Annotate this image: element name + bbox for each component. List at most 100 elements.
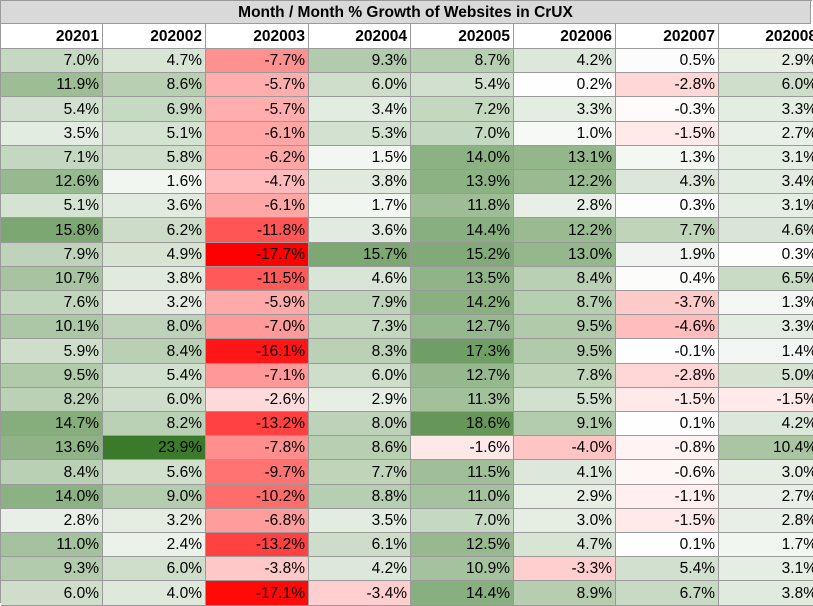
table-cell: 5.4%: [1, 97, 103, 122]
table-cell: 8.0%: [309, 412, 411, 436]
table-cell: 13.6%: [1, 436, 103, 460]
table-cell: 11.0%: [411, 485, 514, 509]
table-cell: 3.5%: [309, 509, 411, 533]
table-cell: 0.3%: [719, 243, 813, 267]
table-cell: 5.4%: [411, 73, 514, 97]
table-cell: 3.3%: [719, 315, 813, 339]
table-cell: 7.8%: [514, 364, 616, 388]
table-title: Month / Month % Growth of Websites in Cr…: [1, 1, 811, 24]
table-cell: 2.8%: [514, 194, 616, 218]
table-cell: 5.8%: [103, 146, 206, 170]
table-cell: 14.4%: [411, 218, 514, 243]
table-cell: 2.9%: [514, 485, 616, 509]
table-cell: 8.7%: [411, 49, 514, 73]
column-header-202006: 202006: [514, 24, 616, 49]
table-cell: 8.0%: [103, 315, 206, 339]
column-header-202008: 202008: [719, 24, 813, 49]
table-cell: 14.0%: [411, 146, 514, 170]
table-cell: 12.5%: [411, 533, 514, 557]
table-cell: 1.3%: [719, 291, 813, 315]
table-cell: 3.8%: [309, 170, 411, 194]
table-cell: 5.6%: [103, 460, 206, 485]
table-cell: 8.2%: [1, 388, 103, 412]
table-cell: 8.9%: [514, 581, 616, 606]
table-cell: 3.0%: [719, 460, 813, 485]
column-header-202002: 202002: [103, 24, 206, 49]
table-cell: -4.0%: [514, 436, 616, 460]
table-cell: -2.6%: [206, 388, 309, 412]
table-cell: 4.3%: [616, 170, 719, 194]
table-cell: 4.7%: [103, 49, 206, 73]
table-cell: 12.6%: [1, 170, 103, 194]
table-cell: 9.0%: [103, 485, 206, 509]
column-header-202007: 202007: [616, 24, 719, 49]
table-cell: -5.9%: [206, 291, 309, 315]
table-cell: -16.1%: [206, 339, 309, 364]
table-cell: 7.0%: [411, 509, 514, 533]
table-cell: 6.0%: [719, 73, 813, 97]
table-cell: 1.4%: [719, 339, 813, 364]
table-cell: 6.0%: [309, 73, 411, 97]
table-cell: 15.2%: [411, 243, 514, 267]
table-cell: 6.7%: [616, 581, 719, 606]
table-cell: 7.9%: [309, 291, 411, 315]
table-cell: -1.5%: [719, 388, 813, 412]
table-cell: 7.7%: [309, 460, 411, 485]
table-cell: 9.5%: [514, 315, 616, 339]
table-cell: 8.4%: [103, 339, 206, 364]
column-header-202005: 202005: [411, 24, 514, 49]
table-cell: 4.6%: [719, 218, 813, 243]
table-cell: 3.8%: [719, 581, 813, 606]
table-cell: 4.9%: [103, 243, 206, 267]
table-cell: 11.0%: [1, 533, 103, 557]
table-cell: -5.7%: [206, 73, 309, 97]
table-cell: 5.1%: [1, 194, 103, 218]
table-cell: 13.0%: [514, 243, 616, 267]
table-cell: 10.7%: [1, 267, 103, 291]
table-cell: 4.0%: [103, 581, 206, 606]
table-cell: 6.2%: [103, 218, 206, 243]
table-cell: -9.7%: [206, 460, 309, 485]
table-cell: 2.7%: [719, 485, 813, 509]
table-cell: 0.1%: [616, 412, 719, 436]
table-cell: -13.2%: [206, 412, 309, 436]
table-cell: 15.8%: [1, 218, 103, 243]
table-cell: 3.1%: [719, 194, 813, 218]
table-cell: -6.1%: [206, 122, 309, 146]
table-cell: 13.1%: [514, 146, 616, 170]
table-cell: 3.4%: [309, 97, 411, 122]
column-header-202004: 202004: [309, 24, 411, 49]
table-cell: 14.4%: [411, 581, 514, 606]
table-cell: 1.0%: [514, 122, 616, 146]
table-cell: 3.1%: [719, 557, 813, 581]
table-cell: 5.0%: [719, 364, 813, 388]
table-cell: 7.0%: [1, 49, 103, 73]
table-cell: 10.9%: [411, 557, 514, 581]
table-cell: 6.1%: [309, 533, 411, 557]
table-cell: -0.8%: [616, 436, 719, 460]
table-cell: 0.3%: [616, 194, 719, 218]
table-cell: 12.7%: [411, 315, 514, 339]
table-cell: 7.3%: [309, 315, 411, 339]
table-cell: -11.5%: [206, 267, 309, 291]
table-cell: 4.2%: [719, 412, 813, 436]
table-cell: 8.6%: [309, 436, 411, 460]
table-cell: 9.3%: [309, 49, 411, 73]
table-cell: 6.0%: [1, 581, 103, 606]
table-cell: 3.1%: [719, 146, 813, 170]
table-cell: 5.3%: [309, 122, 411, 146]
table-cell: 1.9%: [616, 243, 719, 267]
table-cell: -3.8%: [206, 557, 309, 581]
table-cell: 13.9%: [411, 170, 514, 194]
column-header-20201: 20201: [1, 24, 103, 49]
table-cell: -1.6%: [411, 436, 514, 460]
table-cell: -7.1%: [206, 364, 309, 388]
table-cell: -1.5%: [616, 388, 719, 412]
table-cell: 4.6%: [309, 267, 411, 291]
table-cell: 6.0%: [103, 557, 206, 581]
table-cell: 11.8%: [411, 194, 514, 218]
table-cell: 4.1%: [514, 460, 616, 485]
table-cell: -1.5%: [616, 122, 719, 146]
table-cell: 4.2%: [514, 49, 616, 73]
table-cell: 3.5%: [1, 122, 103, 146]
